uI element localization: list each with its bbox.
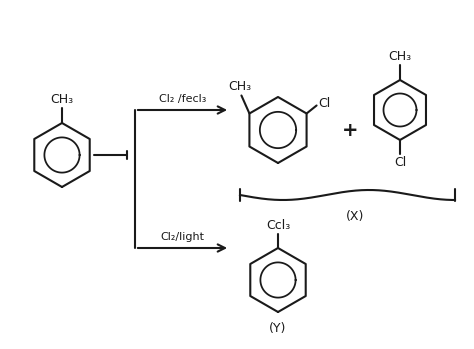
Text: CH₃: CH₃ xyxy=(50,93,73,106)
Text: Cl₂ /fecl₃: Cl₂ /fecl₃ xyxy=(159,94,206,104)
Text: Cl: Cl xyxy=(394,156,406,169)
Text: Cl: Cl xyxy=(319,97,331,110)
Text: CH₃: CH₃ xyxy=(388,50,411,63)
Text: (Y): (Y) xyxy=(269,322,287,335)
Text: CH₃: CH₃ xyxy=(228,81,251,94)
Text: Cl₂/light: Cl₂/light xyxy=(161,232,204,242)
Text: +: + xyxy=(342,120,358,140)
Text: (X): (X) xyxy=(346,210,364,223)
Text: Ccl₃: Ccl₃ xyxy=(266,219,290,232)
